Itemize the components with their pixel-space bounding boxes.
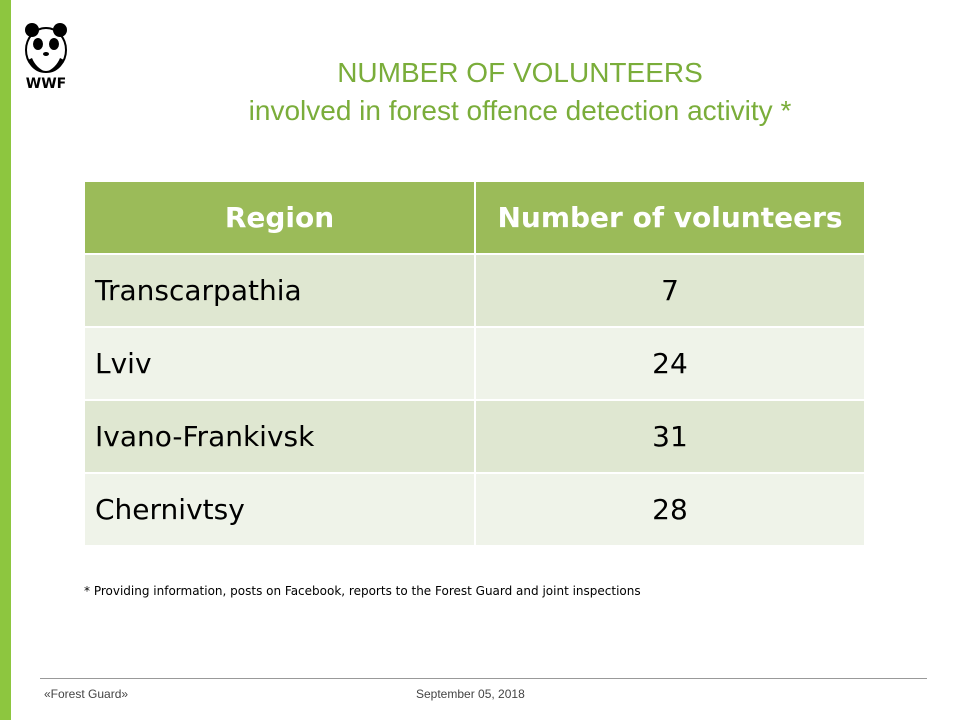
- page-title: NUMBER OF VOLUNTEERS involved in forest …: [190, 54, 850, 130]
- side-accent-bar: [0, 0, 11, 720]
- cell-region: Lviv: [83, 326, 476, 401]
- cell-volunteers: 31: [474, 399, 866, 474]
- title-line-2: involved in forest offence detection act…: [248, 95, 792, 126]
- header-volunteers: Number of volunteers: [474, 180, 866, 255]
- cell-volunteers: 28: [474, 472, 866, 547]
- header-region: Region: [83, 180, 476, 255]
- volunteers-table: Region Number of volunteers Transcarpath…: [83, 180, 866, 547]
- table-header-row: Region Number of volunteers: [83, 180, 866, 255]
- table-row: Transcarpathia 7: [83, 253, 866, 328]
- cell-region: Ivano-Frankivsk: [83, 399, 476, 474]
- logo-text: WWF: [25, 76, 67, 92]
- footer-date: September 05, 2018: [416, 687, 525, 701]
- table-row: Ivano-Frankivsk 31: [83, 399, 866, 474]
- footnote: * Providing information, posts on Facebo…: [84, 584, 641, 598]
- cell-volunteers: 7: [474, 253, 866, 328]
- footer-divider: [40, 678, 927, 679]
- title-line-1: NUMBER OF VOLUNTEERS: [337, 57, 703, 88]
- panda-icon: [25, 23, 67, 73]
- table-row: Lviv 24: [83, 326, 866, 401]
- cell-region: Chernivtsy: [83, 472, 476, 547]
- cell-region: Transcarpathia: [83, 253, 476, 328]
- table-row: Chernivtsy 28: [83, 472, 866, 547]
- wwf-logo: WWF: [20, 20, 72, 92]
- footer-project-name: «Forest Guard»: [44, 687, 129, 701]
- cell-volunteers: 24: [474, 326, 866, 401]
